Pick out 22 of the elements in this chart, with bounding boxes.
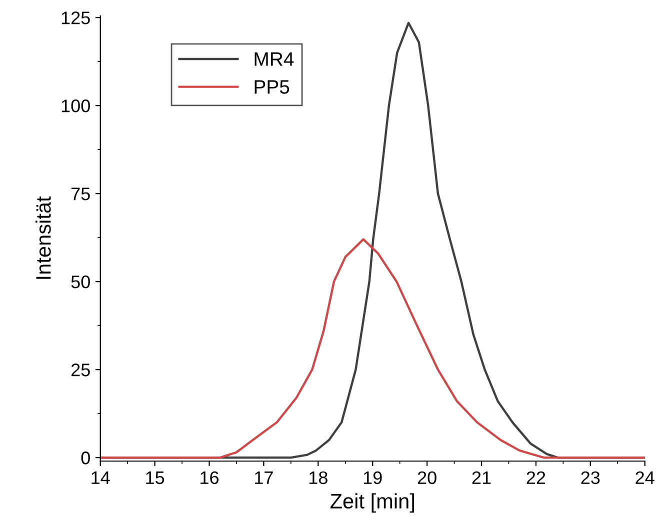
y-tick-label: 100 <box>62 100 90 112</box>
y-axis-title: Intensität <box>36 196 51 279</box>
x-tick-label: 14 <box>92 472 110 484</box>
y-tick-label: 0 <box>81 452 90 464</box>
legend-label: MR4 <box>254 52 294 66</box>
y-tick-label: 25 <box>71 364 90 376</box>
y-tick-label: 50 <box>71 276 90 288</box>
x-tick-label: 24 <box>636 471 654 484</box>
x-tick-label: 22 <box>526 471 546 484</box>
x-tick-label: 16 <box>200 471 219 484</box>
y-tick-label: 75 <box>71 188 90 200</box>
y-tick-label: 125 <box>62 12 90 24</box>
x-tick-label: 15 <box>146 472 164 484</box>
legend-label: PP5 <box>254 80 290 94</box>
x-tick-label: 21 <box>472 471 491 484</box>
x-tick-label: 19 <box>364 471 382 484</box>
x-axis-title: Zeit [min] <box>330 493 414 513</box>
line-series <box>100 238 645 459</box>
x-tick-label: 17 <box>255 472 273 484</box>
x-tick-label: 18 <box>309 471 328 484</box>
x-tick-label: 20 <box>418 471 436 484</box>
x-tick-label: 23 <box>581 471 600 484</box>
